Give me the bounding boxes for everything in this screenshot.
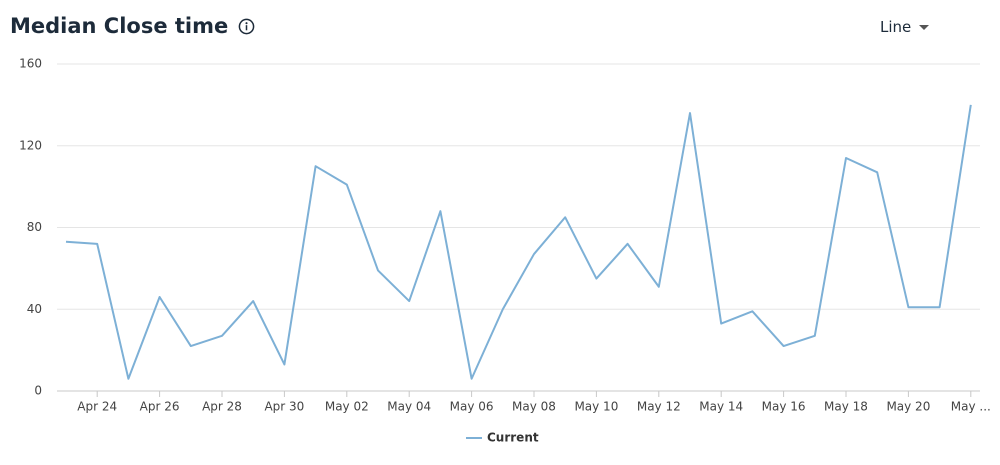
- x-tick-label: Apr 28: [202, 400, 242, 414]
- x-tick-label: May 02: [325, 400, 369, 414]
- info-icon[interactable]: [238, 18, 255, 35]
- x-tick-label: May ...: [951, 400, 991, 414]
- y-tick-label: 80: [27, 220, 42, 234]
- y-tick-label: 160: [19, 57, 42, 71]
- x-tick-label: May 14: [699, 400, 743, 414]
- legend-label: Current: [487, 431, 539, 445]
- chart-type-dropdown[interactable]: Line: [880, 18, 970, 36]
- x-tick-label: Apr 30: [264, 400, 304, 414]
- y-tick-label: 120: [19, 138, 42, 152]
- chart-title: Median Close time: [10, 14, 229, 38]
- x-tick-label: May 06: [450, 400, 494, 414]
- title-row: Median Close time: [10, 14, 255, 38]
- y-tick-label: 0: [34, 384, 42, 398]
- dropdown-label: Line: [880, 18, 912, 36]
- x-tick-label: May 16: [762, 400, 806, 414]
- y-tick-label: 40: [27, 302, 42, 316]
- x-tick-label: May 08: [512, 400, 556, 414]
- x-tick-label: May 04: [387, 400, 431, 414]
- series-line: [65, 104, 972, 380]
- x-tick-label: May 20: [886, 400, 930, 414]
- dropdown-caret: [919, 24, 930, 30]
- x-tick-label: May 18: [824, 400, 868, 414]
- x-tick-label: Apr 26: [140, 400, 180, 414]
- x-tick-label: May 10: [574, 400, 618, 414]
- x-tick-label: May 12: [637, 400, 681, 414]
- x-tick-label: Apr 24: [77, 400, 117, 414]
